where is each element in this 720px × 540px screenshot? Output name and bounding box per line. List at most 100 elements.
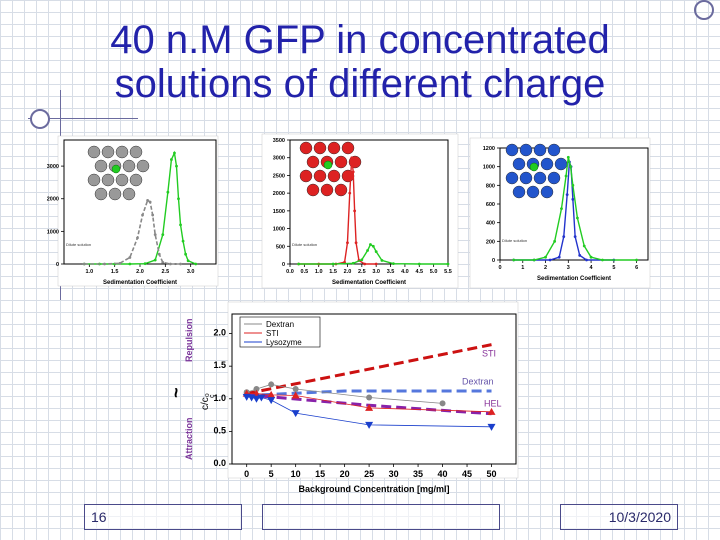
right-x-axis-label: Sedimentation Coefficient [537, 276, 611, 282]
right-crowder-particle [526, 185, 540, 199]
right-data-point-dilute [560, 207, 563, 211]
right-y-tick-label: 1200 [483, 146, 495, 152]
left-x-tick-label: 1.5 [111, 269, 119, 275]
left-data-point-crowded [177, 197, 180, 201]
right-crowder-particle [547, 143, 561, 157]
middle-data-point-crowded [348, 191, 352, 195]
middle-x-axis-label: Sedimentation Coefficient [332, 280, 406, 286]
left-data-point-dilute [161, 260, 165, 264]
middle-crowder-particle [341, 141, 355, 155]
right-gfp-particle [529, 162, 539, 172]
left-data-point-dilute [128, 256, 132, 259]
right-data-point-dilute [569, 165, 572, 169]
bottom-x-tick-label: 0 [244, 469, 249, 479]
bottom-plot-frame [231, 313, 517, 465]
left-data-point-crowded [194, 262, 198, 266]
bottom-x-tick-label: 10 [291, 469, 301, 479]
right-data-point-dilute [582, 244, 586, 248]
left-data-point-crowded [179, 223, 182, 227]
right-y-tick-label: 1000 [483, 165, 495, 171]
left-x-tick-label: 3.0 [187, 269, 195, 275]
middle-crowder-particle [306, 183, 320, 197]
left-x-tick-label: 1.0 [86, 269, 94, 275]
bottom-annotation-sti: STI [482, 348, 496, 358]
left-data-point-dilute [118, 261, 122, 265]
bottom-annotation-hel: HEL [484, 399, 502, 409]
left-crowder-particle [94, 159, 108, 173]
middle-crowder-particle [313, 141, 327, 155]
middle-data-point-crowded [354, 241, 358, 245]
bottom-x-axis-label: Background Concentration [mg/ml] [298, 484, 449, 494]
bottom-legend-label-lysozyme: Lysozyme [266, 338, 302, 347]
right-data-point-dilute [571, 183, 575, 187]
left-data-point-dilute [146, 198, 150, 202]
left-data-point-crowded [186, 259, 190, 263]
right-x-tick-label: 6 [635, 265, 638, 271]
left-data-point-dilute [169, 262, 172, 266]
bottom-trend-line-sti [246, 343, 492, 396]
middle-panel-background [261, 133, 459, 289]
bottom-y-tick-label: 0.0 [213, 458, 226, 468]
right-data-point-dilute [532, 258, 536, 262]
bottom-y-tick-label: 1.5 [213, 360, 226, 370]
bottom-trend-line-dextran [246, 389, 492, 398]
middle-x-tick-label: 2.0 [344, 269, 352, 275]
right-y-tick-label: 0 [492, 258, 495, 264]
middle-data-point-crowded [346, 241, 349, 245]
bottom-y-tick-label: 2.0 [213, 328, 226, 338]
bottom-x-tick-label: 40 [438, 469, 448, 479]
middle-data-point-dilute [297, 262, 301, 266]
middle-x-tick-label: 3.5 [387, 269, 395, 275]
left-data-point-dilute [148, 200, 152, 204]
right-data-point-crowded [585, 258, 588, 262]
bottom-data-point-lysozyme [257, 394, 266, 402]
left-crowder-particle [115, 173, 129, 187]
right-crowder-particle [540, 185, 554, 199]
slide-title: 40 n.M GFP in concentrated solutions of … [80, 18, 640, 106]
middle-data-point-dilute [371, 244, 375, 248]
left-data-point-crowded [161, 233, 165, 237]
right-x-tick-label: 2 [544, 265, 547, 271]
middle-y-tick-label: 1000 [273, 227, 285, 233]
middle-x-tick-label: 5.5 [444, 269, 452, 275]
right-data-point-dilute [544, 255, 547, 259]
left-data-point-dilute [103, 262, 106, 266]
bottom-y-axis-tilde: ~ [166, 387, 186, 398]
left-data-point-dilute [153, 233, 157, 237]
right-crowder-particle [505, 171, 519, 185]
corner-ring-decoration [694, 0, 714, 20]
slide-title-line-2: solutions of different charge [114, 62, 606, 106]
left-data-point-crowded [173, 151, 176, 155]
left-y-tick-label: 1000 [47, 229, 59, 235]
bottom-data-point-sti [365, 403, 374, 411]
right-y-tick-label: 600 [486, 202, 495, 208]
bottom-y-tick-label: 0.5 [213, 425, 226, 435]
middle-crowder-particle [320, 183, 334, 197]
left-y-tick-label: 3000 [47, 164, 59, 170]
left-data-point-dilute [82, 262, 86, 266]
middle-y-tick-label: 500 [276, 244, 285, 250]
bottom-x-tick-label: 5 [269, 469, 274, 479]
bottom-legend-label-sti: STI [266, 329, 278, 338]
right-crowder-particle [512, 157, 526, 171]
middle-data-point-crowded [351, 170, 355, 174]
middle-x-tick-label: 4.0 [401, 269, 409, 275]
right-y-tick-label: 200 [486, 239, 495, 245]
decorative-line-horizontal [28, 118, 138, 119]
right-data-point-dilute [512, 258, 516, 262]
right-crowder-particle [547, 171, 561, 185]
right-data-point-dilute [589, 255, 593, 259]
left-y-tick-label: 0 [56, 262, 59, 268]
footer-center-box [262, 504, 500, 530]
bottom-x-tick-label: 20 [340, 469, 350, 479]
left-data-point-crowded [175, 164, 178, 168]
left-data-point-dilute [151, 213, 155, 217]
left-crowder-particle [101, 173, 115, 187]
left-crowder-particle [122, 187, 136, 201]
middle-x-tick-label: 2.5 [358, 269, 366, 275]
right-crowder-particle [519, 143, 533, 157]
middle-crowder-particle [299, 169, 313, 183]
middle-crowder-particle [327, 169, 341, 183]
left-crowder-particle [87, 145, 101, 159]
right-data-point-crowded [557, 255, 561, 259]
